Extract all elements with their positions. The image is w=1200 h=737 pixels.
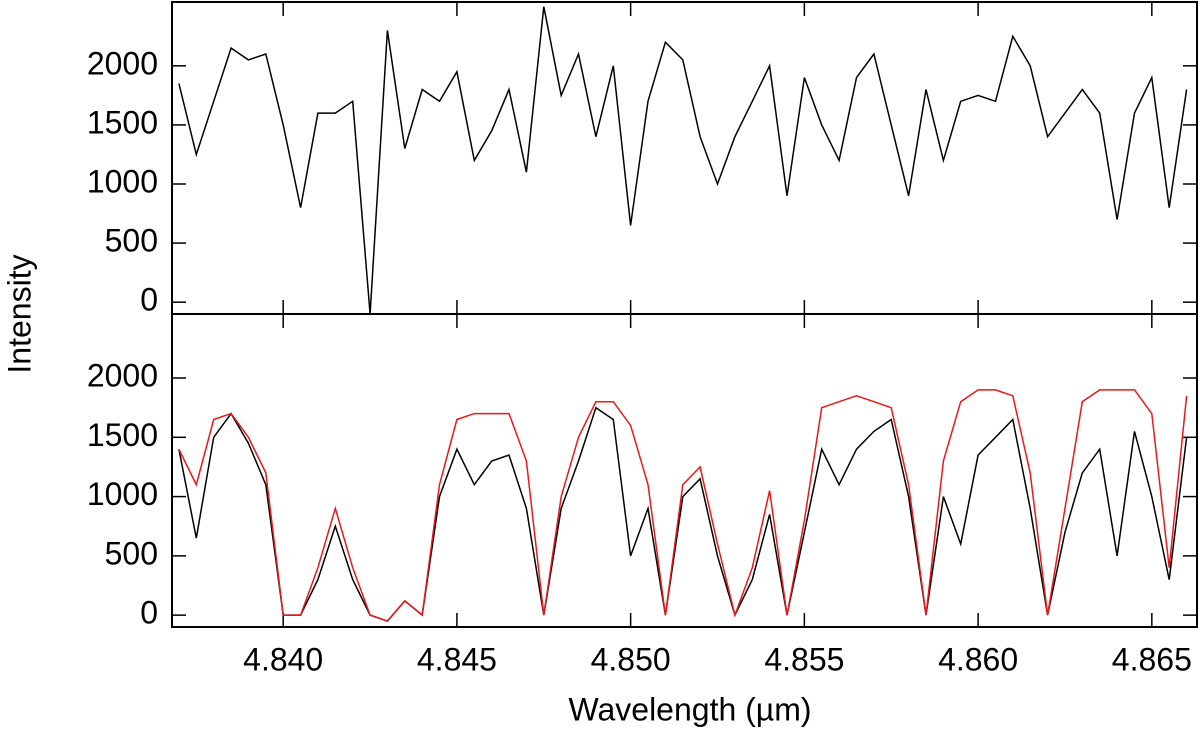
panel-frame xyxy=(171,1,1198,315)
y-tick-label: 2000 xyxy=(87,45,158,81)
x-tick-label: 4.845 xyxy=(417,641,497,677)
x-tick-label: 4.840 xyxy=(243,641,323,677)
y-tick-label: 1000 xyxy=(87,476,158,512)
y-tick-label: 500 xyxy=(105,535,158,571)
panel-frame xyxy=(171,313,1198,628)
y-tick-label: 2000 xyxy=(87,357,158,393)
y-tick-label: 1500 xyxy=(87,104,158,140)
y-tick-label: 1500 xyxy=(87,417,158,453)
spectrum-line xyxy=(178,406,1188,622)
x-tick-label: 4.850 xyxy=(591,641,671,677)
x-tick-label: 4.865 xyxy=(1112,641,1192,677)
x-axis-label: Wavelength (µm) xyxy=(568,691,811,727)
spectrum-line xyxy=(178,6,1188,314)
spectrum-line xyxy=(178,389,1188,622)
y-tick-label: 500 xyxy=(105,223,158,259)
y-axis-label: Intensity xyxy=(1,254,37,373)
y-tick-label: 0 xyxy=(140,595,158,631)
y-tick-label: 1000 xyxy=(87,163,158,199)
x-tick-label: 4.855 xyxy=(764,641,844,677)
y-tick-label: 0 xyxy=(140,282,158,318)
x-tick-label: 4.860 xyxy=(938,641,1018,677)
